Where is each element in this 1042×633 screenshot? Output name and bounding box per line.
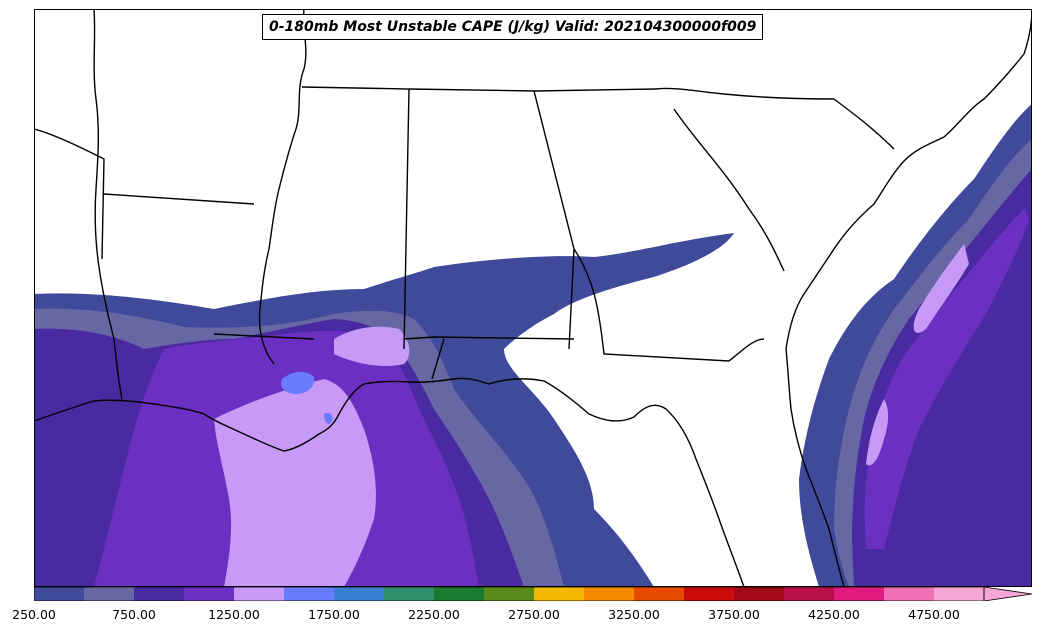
- state-boundary: [673, 108, 785, 272]
- colorbar-segment: [134, 587, 185, 601]
- cape-map: [34, 9, 1032, 587]
- colorbar-segment: [184, 587, 235, 601]
- cape-contours: [34, 104, 1032, 587]
- state-boundary: [403, 336, 575, 340]
- colorbar-segment: [384, 587, 435, 601]
- colorbar-tick-label: 2750.00: [508, 607, 560, 622]
- colorbar-tick-label: 4250.00: [808, 607, 860, 622]
- florida-east-coastline: [785, 348, 845, 587]
- cape-contour-1250: [334, 326, 410, 366]
- cape-contour-1500: [281, 371, 315, 395]
- colorbar-tick-label: 3250.00: [608, 607, 660, 622]
- colorbar-tick-label: 750.00: [112, 607, 156, 622]
- state-boundary: [573, 248, 730, 362]
- state-boundary: [213, 333, 315, 340]
- colorbar-extend-arrow: [983, 587, 1033, 601]
- colorbar-segment: [684, 587, 735, 601]
- colorbar-tick-label: 250.00: [12, 607, 56, 622]
- colorbar-segment: [34, 587, 85, 601]
- state-boundary: [833, 98, 895, 150]
- atlantic-coastline: [785, 9, 1032, 350]
- colorbar-segment: [934, 587, 985, 601]
- colorbar-segment: [334, 587, 385, 601]
- colorbar-segment: [734, 587, 785, 601]
- colorbar-segment: [234, 587, 285, 601]
- colorbar-segment: [434, 587, 485, 601]
- map-boundaries: [34, 9, 1032, 587]
- colorbar-tick-label: 1750.00: [308, 607, 360, 622]
- state-boundary: [103, 193, 255, 205]
- colorbar-segment: [284, 587, 335, 601]
- cape-contour-1250: [913, 244, 969, 333]
- state-boundary: [408, 88, 575, 350]
- colorbar-tick-label: 2250.00: [408, 607, 460, 622]
- colorbar-tick-label: 1250.00: [208, 607, 260, 622]
- state-boundary: [533, 88, 657, 92]
- cape-contour-1500: [324, 412, 333, 424]
- state-boundary: [34, 128, 105, 260]
- cape-contour-1250: [866, 399, 889, 466]
- colorbar-segment: [534, 587, 585, 601]
- state-boundary: [431, 338, 445, 380]
- mississippi-river: [93, 9, 123, 400]
- colorbar-segment: [584, 587, 635, 601]
- gulf-coastline: [34, 377, 745, 587]
- colorbar-tick-label: 3750.00: [708, 607, 760, 622]
- state-boundary: [728, 338, 765, 362]
- colorbar-segment: [484, 587, 535, 601]
- colorbar-segment: [884, 587, 935, 601]
- colorbar: [34, 587, 1033, 601]
- mississippi-river-east: [258, 9, 307, 365]
- colorbar-tick-label: 4750.00: [908, 607, 960, 622]
- map-panel: [34, 9, 1032, 587]
- colorbar-segment: [84, 587, 135, 601]
- map-title: 0-180mb Most Unstable CAPE (J/kg) Valid:…: [262, 14, 764, 40]
- colorbar-segment: [784, 587, 835, 601]
- colorbar-outline: [34, 587, 985, 601]
- state-boundary: [655, 87, 835, 100]
- cape-contour-1000: [864, 209, 1029, 549]
- cape-contour-1250: [214, 379, 376, 587]
- colorbar-segment: [634, 587, 685, 601]
- colorbar-segment: [834, 587, 885, 601]
